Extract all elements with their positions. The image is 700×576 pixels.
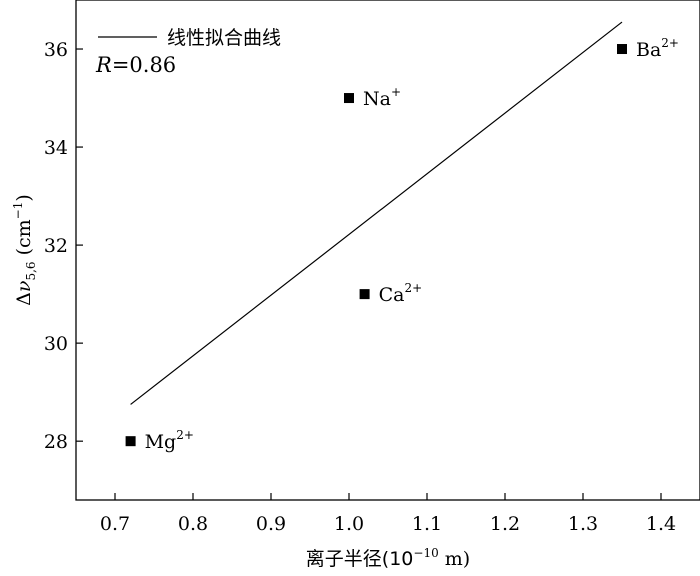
legend-fit-label: 线性拟合曲线 [167, 27, 281, 49]
point-label-ca: Ca2+ [379, 281, 423, 306]
x-tick-label: 1.1 [412, 513, 442, 535]
y-tick-label: 34 [44, 137, 68, 159]
point-label-ba: Ba2+ [636, 36, 679, 61]
fit-line [130, 21, 623, 405]
data-point-na [344, 93, 354, 104]
data-point-ca [359, 289, 370, 300]
y-tick-label: 36 [44, 39, 68, 61]
x-axis-ticks: 0.7 0.8 0.9 1.0 1.1 1.2 1.3 1.4 [100, 493, 676, 535]
y-axis-label: Δν5,6 (cm−1) [11, 194, 38, 306]
y-tick-label: 32 [44, 235, 68, 257]
legend-r-value: R=0.86 [95, 53, 176, 77]
x-tick-label: 1.2 [490, 513, 520, 535]
x-tick-label: 0.9 [256, 513, 286, 535]
y-tick-label: 28 [44, 431, 68, 453]
legend: 线性拟合曲线 R=0.86 [95, 27, 281, 77]
fit-line-group [130, 21, 623, 405]
data-point-mg [125, 436, 136, 447]
y-tick-label: 30 [44, 333, 68, 355]
point-label-na: Na+ [363, 85, 401, 110]
data-point-ba [617, 44, 627, 55]
x-tick-label: 0.7 [100, 513, 130, 535]
point-label-mg: Mg2+ [145, 428, 194, 453]
x-tick-label: 0.8 [178, 513, 208, 535]
x-tick-label: 1.0 [334, 513, 364, 535]
data-points: Mg2+ Na+ Ca2+ Ba2+ [125, 36, 679, 453]
y-axis-ticks: 28 30 32 34 36 [44, 39, 83, 453]
x-tick-label: 1.4 [646, 513, 676, 535]
plot-frame [75, 0, 700, 501]
x-tick-label: 1.3 [568, 513, 598, 535]
x-axis-label: 离子半径(10−10 m) [306, 546, 470, 570]
